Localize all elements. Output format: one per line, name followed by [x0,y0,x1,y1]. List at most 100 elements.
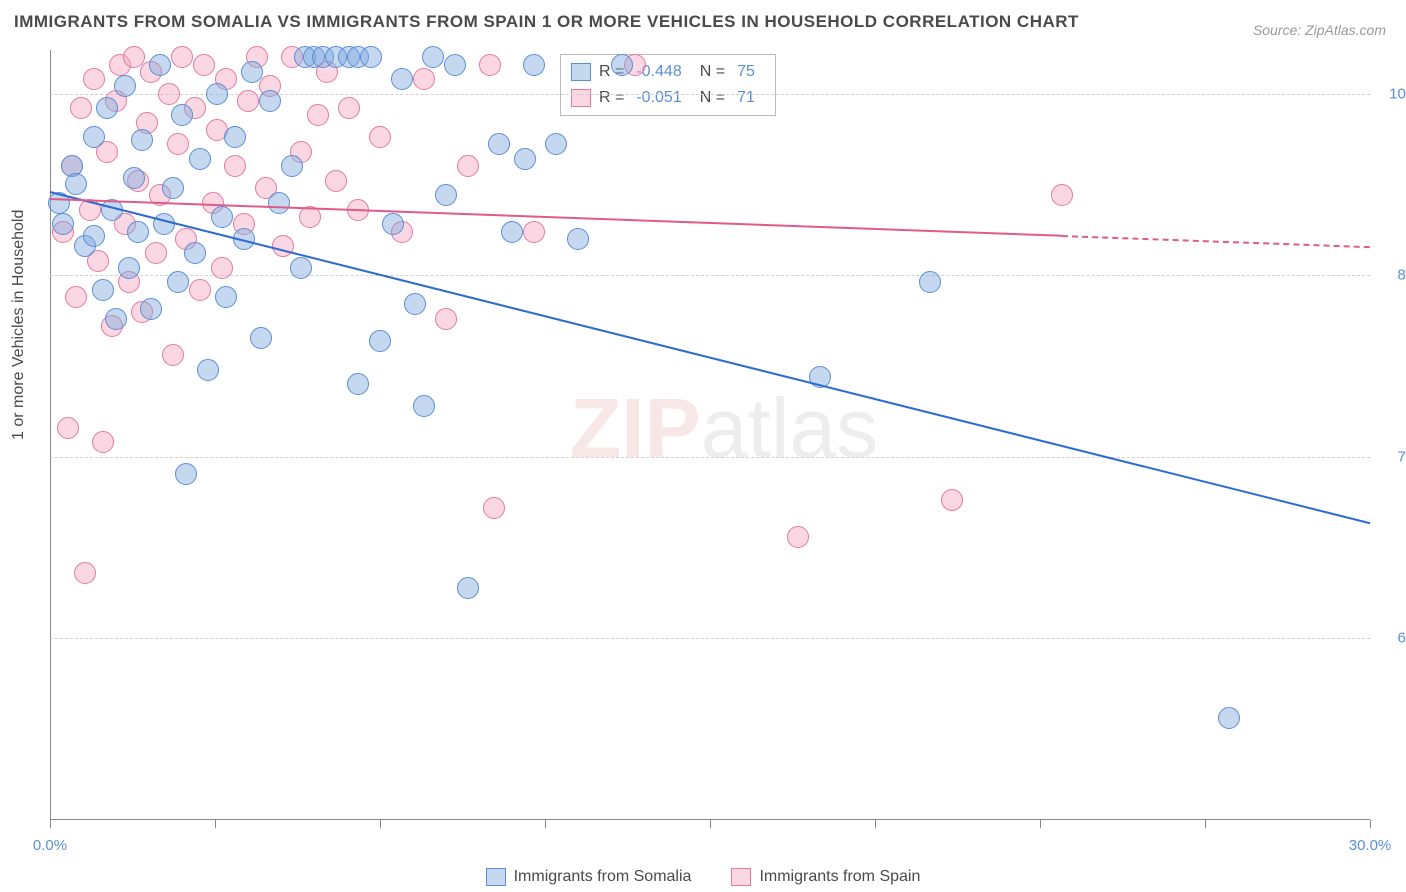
data-point-somalia [92,279,114,301]
data-point-somalia [118,257,140,279]
data-point-somalia [175,463,197,485]
data-point-somalia [114,75,136,97]
data-point-somalia [1218,707,1240,729]
r-value-spain: -0.051 [636,89,681,107]
data-point-somalia [404,293,426,315]
data-point-spain [787,526,809,548]
stats-row-spain: R = -0.051 N = 71 [571,85,765,111]
data-point-spain [167,133,189,155]
data-point-somalia [268,192,290,214]
data-point-somalia [382,213,404,235]
data-point-spain [83,68,105,90]
data-point-somalia [391,68,413,90]
data-point-somalia [224,126,246,148]
data-point-somalia [206,83,228,105]
data-point-spain [211,257,233,279]
data-point-somalia [611,54,633,76]
watermark-zip: ZIP [570,381,701,475]
data-point-spain [413,68,435,90]
x-tick-label: 30.0% [1349,837,1392,854]
data-point-spain [145,242,167,264]
data-point-somalia [919,271,941,293]
data-point-spain [74,562,96,584]
data-point-spain [479,54,501,76]
stats-row-somalia: R = -0.448 N = 75 [571,59,765,85]
data-point-somalia [250,327,272,349]
data-point-spain [158,83,180,105]
y-tick-label: 75.0% [1380,448,1406,465]
data-point-somalia [123,167,145,189]
source-attribution: Source: ZipAtlas.com [1253,22,1386,38]
data-point-spain [162,344,184,366]
data-point-somalia [545,133,567,155]
data-point-somalia [435,184,457,206]
chart-title: IMMIGRANTS FROM SOMALIA VS IMMIGRANTS FR… [14,12,1079,32]
data-point-somalia [153,213,175,235]
data-point-spain [369,126,391,148]
data-point-spain [325,170,347,192]
data-point-somalia [127,221,149,243]
y-tick-label: 100.0% [1380,85,1406,102]
data-point-somalia [184,242,206,264]
data-point-somalia [523,54,545,76]
data-point-somalia [488,133,510,155]
grid-line [50,638,1370,639]
data-point-somalia [413,395,435,417]
data-point-somalia [162,177,184,199]
x-tick [50,820,51,828]
data-point-somalia [83,225,105,247]
grid-line [50,457,1370,458]
data-point-spain [171,46,193,68]
n-label: N = [700,89,725,107]
data-point-somalia [105,308,127,330]
data-point-somalia [290,257,312,279]
watermark-atlas: atlas [701,381,878,475]
x-tick [1205,820,1206,828]
x-tick [215,820,216,828]
stats-legend: R = -0.448 N = 75 R = -0.051 N = 71 [560,54,776,116]
legend-label-spain: Immigrants from Spain [759,868,920,886]
data-point-somalia [189,148,211,170]
trend-line-spain-extrapolated [1062,235,1370,248]
data-point-spain [523,221,545,243]
data-point-spain [272,235,294,257]
x-tick [1040,820,1041,828]
data-point-somalia [167,271,189,293]
data-point-spain [193,54,215,76]
n-value-spain: 71 [737,89,755,107]
legend-item-somalia: Immigrants from Somalia [486,868,692,886]
data-point-somalia [96,97,118,119]
n-value-somalia: 75 [737,63,755,81]
data-point-somalia [241,61,263,83]
data-point-spain [435,308,457,330]
series-legend: Immigrants from Somalia Immigrants from … [0,868,1406,886]
scatter-plot: ZIPatlas R = -0.448 N = 75 R = -0.051 N … [50,50,1370,820]
data-point-somalia [281,155,303,177]
legend-label-somalia: Immigrants from Somalia [514,868,692,886]
r-label: R = [599,89,624,107]
x-tick [380,820,381,828]
data-point-somalia [360,46,382,68]
data-point-somalia [259,90,281,112]
x-tick [875,820,876,828]
data-point-somalia [444,54,466,76]
data-point-somalia [131,129,153,151]
data-point-spain [338,97,360,119]
swatch-somalia [486,868,506,886]
data-point-spain [941,489,963,511]
data-point-somalia [501,221,523,243]
x-tick [1370,820,1371,828]
data-point-somalia [567,228,589,250]
y-axis-label: 1 or more Vehicles in Household [10,210,28,440]
data-point-somalia [457,577,479,599]
legend-item-spain: Immigrants from Spain [731,868,920,886]
data-point-spain [57,417,79,439]
data-point-somalia [65,173,87,195]
data-point-spain [92,431,114,453]
data-point-spain [1051,184,1073,206]
data-point-spain [70,97,92,119]
data-point-somalia [422,46,444,68]
y-tick-label: 62.5% [1380,630,1406,647]
data-point-somalia [83,126,105,148]
data-point-spain [457,155,479,177]
